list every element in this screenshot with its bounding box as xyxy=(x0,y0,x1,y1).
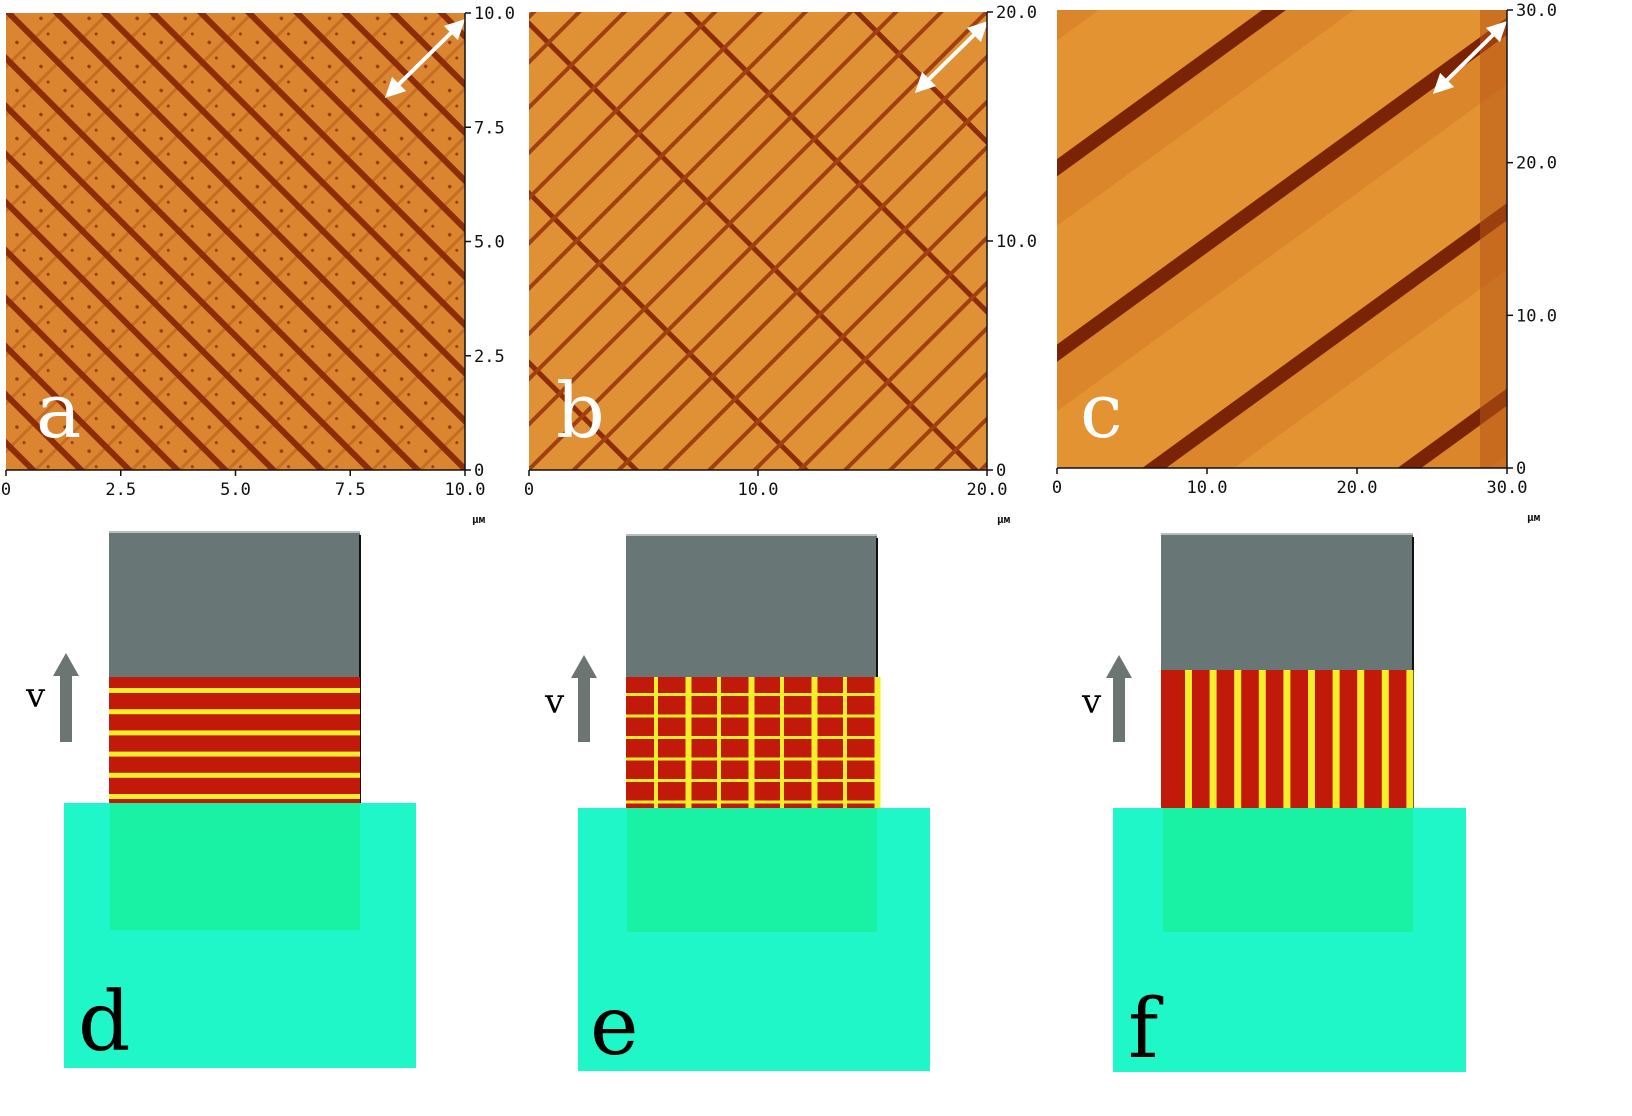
film-grid-v-e xyxy=(685,677,692,808)
film-grid-v-e xyxy=(843,677,847,808)
film-stripe-f xyxy=(1283,670,1291,808)
film-grid-h-e xyxy=(626,736,877,739)
overlap-e xyxy=(627,808,877,932)
schematic-d: v d xyxy=(25,531,416,1070)
y-tick-label-a-0: 0 xyxy=(474,461,484,481)
film-stripe-f xyxy=(1185,670,1192,808)
velocity-label-d: v xyxy=(25,676,46,716)
y-tick-label-b-2: 20.0 xyxy=(996,3,1037,23)
velocity-label-f: v xyxy=(1081,682,1102,722)
y-tick-label-c-3: 30.0 xyxy=(1516,1,1557,21)
film-stripe-d xyxy=(109,730,360,736)
film-stripe-f xyxy=(1209,670,1217,808)
unit-label-b: μм xyxy=(997,513,1011,526)
film-grid-v-e xyxy=(780,677,784,808)
panel-label-f: f xyxy=(1128,982,1164,1077)
y-tick-label-a-2: 5.0 xyxy=(474,233,505,253)
panel-label-e: e xyxy=(590,979,639,1074)
x-tick-label-a-2: 5.0 xyxy=(220,480,251,500)
film-grid-e xyxy=(626,677,881,808)
afm-image-b xyxy=(529,12,987,470)
panel-label-d: d xyxy=(78,975,131,1070)
y-tick-label-c-1: 10.0 xyxy=(1516,306,1557,326)
film-stripe-f xyxy=(1381,670,1389,808)
velocity-arrow-e xyxy=(571,655,597,742)
y-tick-label-c-2: 20.0 xyxy=(1516,154,1557,174)
schematic-f: v f xyxy=(1081,533,1466,1077)
film-stripe-d xyxy=(109,688,360,693)
y-tick-label-a-4: 10.0 xyxy=(474,4,515,24)
film-grid-v-e xyxy=(811,677,818,808)
head-block-d xyxy=(109,532,360,677)
film-stripe-f xyxy=(1332,670,1340,808)
head-block-e xyxy=(626,535,877,677)
x-tick-label-a-4: 10.0 xyxy=(445,480,486,500)
y-tick-label-b-1: 10.0 xyxy=(996,232,1037,252)
film-stripes-d xyxy=(109,688,360,799)
film-grid-v-e xyxy=(874,677,881,808)
x-tick-label-b-1: 10.0 xyxy=(738,480,779,500)
film-grid-v-e xyxy=(717,677,721,808)
velocity-arrow-f xyxy=(1106,655,1132,742)
film-grid-h-e xyxy=(626,693,877,696)
x-tick-label-c-1: 10.0 xyxy=(1187,478,1228,498)
x-tick-label-a-0: 0 xyxy=(1,480,11,500)
film-stripe-d xyxy=(109,709,360,715)
orientation-arrow-b xyxy=(914,20,989,94)
x-tick-label-b-0: 0 xyxy=(524,480,534,500)
film-d xyxy=(109,677,360,803)
afm-image-c xyxy=(1057,10,1507,468)
orientation-arrow-a xyxy=(384,18,466,99)
velocity-arrow-d xyxy=(53,653,79,742)
x-tick-label-c-3: 30.0 xyxy=(1487,478,1528,498)
film-grid-v-e xyxy=(748,677,755,808)
panel-label-c: c xyxy=(1080,366,1123,455)
film-stripe-d xyxy=(109,794,360,799)
panel-label-a: a xyxy=(36,366,81,455)
velocity-label-e: v xyxy=(544,682,565,722)
schematic-e: v e xyxy=(544,534,930,1074)
x-tick-label-c-2: 20.0 xyxy=(1337,478,1378,498)
y-tick-label-a-3: 7.5 xyxy=(474,118,505,138)
film-stripes-f xyxy=(1185,670,1414,808)
y-tick-label-a-1: 2.5 xyxy=(474,347,505,367)
film-grid-h-e xyxy=(626,714,877,718)
film-stripe-f xyxy=(1406,670,1414,808)
afm-panel-a: a 0 2.5 5.0 7.5 10.002.55.07.510.0 μм xyxy=(1,4,515,526)
y-tick-label-c-0: 0 xyxy=(1516,459,1526,479)
y-tick-label-b-0: 0 xyxy=(996,461,1006,481)
unit-label-c: μм xyxy=(1527,511,1541,524)
x-tick-label-b-2: 20.0 xyxy=(967,480,1008,500)
film-stripe-f xyxy=(1357,670,1365,808)
overlap-d xyxy=(110,803,360,930)
film-stripe-d xyxy=(109,751,360,757)
head-block-f xyxy=(1161,534,1413,670)
film-stripe-f xyxy=(1234,670,1242,808)
film-stripe-f xyxy=(1308,670,1315,808)
film-stripe-d xyxy=(109,772,360,778)
overlap-f xyxy=(1163,808,1413,932)
unit-label-a: μм xyxy=(472,513,486,526)
film-grid-h-e xyxy=(626,757,877,761)
film-grid-h-e xyxy=(626,800,877,804)
x-tick-label-a-1: 2.5 xyxy=(105,480,136,500)
x-tick-label-a-3: 7.5 xyxy=(335,480,366,500)
afm-image-c-edge xyxy=(1480,10,1507,468)
film-stripe-f xyxy=(1258,670,1266,808)
film-grid-v-e xyxy=(654,677,658,808)
panel-label-b: b xyxy=(556,366,605,455)
film-grid-h-e xyxy=(626,779,877,782)
orientation-arrow-c xyxy=(1432,20,1508,95)
x-tick-label-c-0: 0 xyxy=(1052,478,1062,498)
